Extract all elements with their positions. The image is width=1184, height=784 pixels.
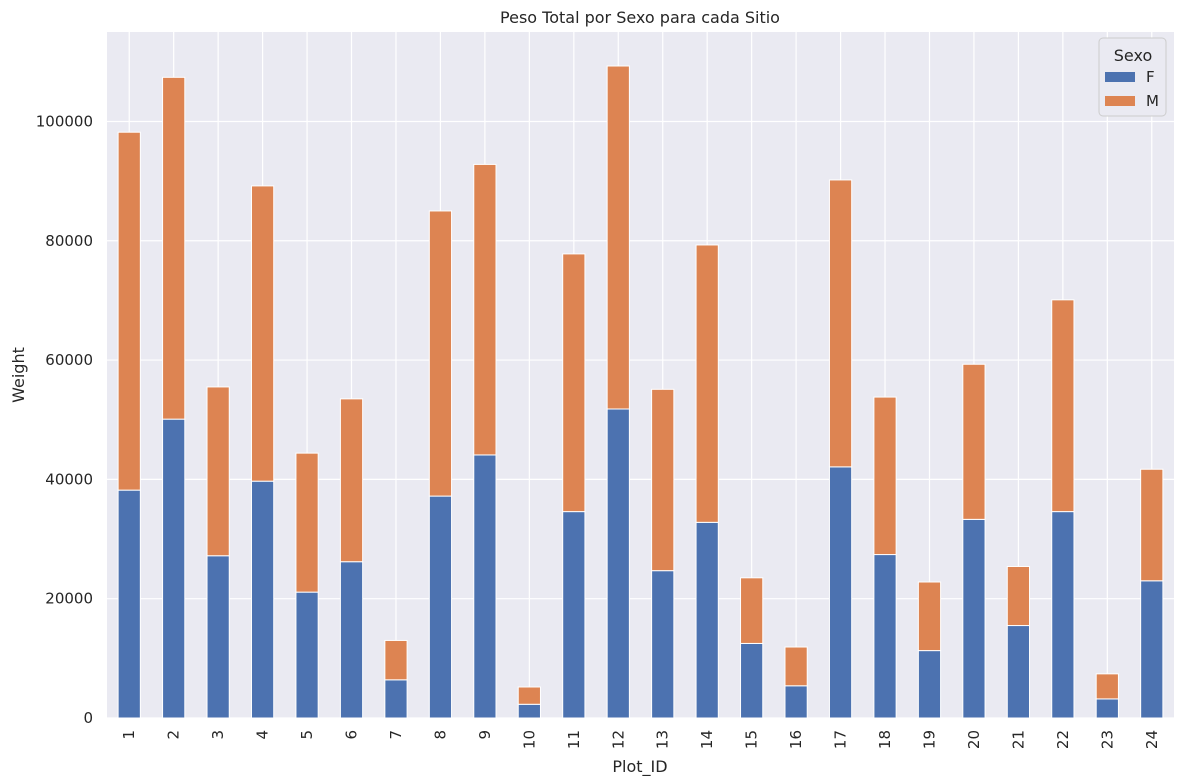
y-axis-title: Weight	[9, 347, 28, 403]
y-ticks: 0 20000 40000 60000 80000 100000	[36, 112, 93, 727]
bar-f-plot-21	[1006, 625, 1031, 719]
bar-m-plot-17	[828, 179, 853, 468]
y-tick-label: 40000	[45, 470, 93, 488]
bars	[117, 65, 1164, 719]
bar-f-plot-4	[250, 480, 275, 719]
bar-f-plot-10	[517, 703, 541, 719]
x-axis-title: Plot_ID	[612, 757, 667, 777]
bar-m-plot-21	[1006, 565, 1031, 627]
y-tick-label: 80000	[45, 232, 93, 250]
x-tick-label: 12	[609, 730, 627, 749]
bar-m-plot-13	[651, 388, 675, 572]
bar-m-plot-10	[517, 686, 541, 705]
x-tick-label: 23	[1098, 730, 1116, 749]
bar-f-plot-3	[206, 555, 230, 719]
bar-f-plot-20	[962, 518, 986, 719]
x-tick-label: 10	[520, 730, 538, 749]
x-tick-label: 8	[431, 730, 449, 740]
bar-f-plot-16	[784, 685, 808, 719]
x-tick-label: 18	[876, 730, 894, 749]
bar-f-plot-24	[1140, 580, 1164, 719]
x-tick-label: 15	[743, 730, 761, 749]
x-tick-label: 13	[654, 730, 672, 749]
x-tick-label: 20	[965, 730, 983, 749]
bar-f-plot-14	[695, 521, 719, 719]
bar-f-plot-9	[473, 454, 497, 719]
x-tick-label: 11	[565, 730, 583, 749]
x-tick-label: 5	[298, 730, 316, 740]
x-tick-label: 14	[698, 730, 716, 749]
bar-f-plot-5	[295, 591, 319, 719]
x-ticks: 1 2 3 4 5 6 7 8 9 10 11 12 13 14 15 16 17 18 19 20 21 22 23 24	[120, 730, 1161, 749]
x-tick-label: 1	[120, 730, 138, 740]
legend-title: Sexo	[1114, 46, 1152, 65]
bar-m-plot-7	[384, 639, 408, 681]
y-tick-label: 20000	[45, 590, 93, 608]
x-tick-label: 7	[387, 730, 405, 740]
x-tick-label: 3	[209, 730, 227, 740]
bar-f-plot-23	[1095, 698, 1119, 719]
bar-f-plot-1	[117, 489, 141, 719]
bar-m-plot-6	[339, 398, 364, 563]
legend: Sexo F M	[1098, 37, 1167, 117]
bar-m-plot-19	[917, 581, 942, 652]
bar-f-plot-11	[562, 511, 586, 719]
bar-m-plot-2	[162, 76, 186, 420]
bar-m-plot-3	[206, 386, 230, 557]
y-tick-label: 100000	[36, 112, 93, 130]
bar-f-plot-12	[606, 408, 630, 719]
x-tick-label: 2	[165, 730, 183, 740]
x-tick-label: 21	[1009, 730, 1027, 749]
x-tick-label: 19	[920, 730, 938, 749]
bar-m-plot-9	[473, 163, 497, 456]
chart-title: Peso Total por Sexo para cada Sitio	[500, 8, 780, 27]
legend-swatch-m	[1105, 96, 1135, 106]
bar-m-plot-14	[695, 244, 719, 523]
y-tick-label: 0	[83, 709, 93, 727]
bar-f-plot-19	[917, 650, 942, 719]
bar-f-plot-8	[428, 495, 453, 719]
plot-background	[107, 32, 1174, 718]
bar-m-plot-15	[740, 577, 764, 644]
bar-m-plot-12	[606, 65, 630, 410]
legend-swatch-f	[1105, 72, 1135, 82]
bar-f-plot-6	[339, 561, 364, 719]
bar-f-plot-13	[651, 570, 675, 719]
bar-m-plot-11	[562, 253, 586, 513]
x-tick-label: 6	[343, 730, 361, 740]
bar-f-plot-22	[1051, 511, 1075, 719]
bar-f-plot-18	[873, 554, 897, 719]
bar-f-plot-15	[740, 642, 764, 719]
x-tick-label: 16	[787, 730, 805, 749]
legend-label-f: F	[1146, 68, 1155, 86]
bar-m-plot-18	[873, 396, 897, 556]
bar-m-plot-5	[295, 452, 319, 593]
x-tick-label: 9	[476, 730, 494, 740]
bar-m-plot-22	[1051, 299, 1075, 513]
bar-m-plot-23	[1095, 673, 1119, 700]
bar-m-plot-1	[117, 131, 141, 491]
x-tick-label: 22	[1054, 730, 1072, 749]
bar-f-plot-17	[828, 466, 853, 719]
bar-m-plot-4	[250, 185, 275, 482]
legend-label-m: M	[1146, 92, 1159, 110]
x-tick-label: 17	[832, 730, 850, 749]
bar-m-plot-24	[1140, 468, 1164, 582]
bar-m-plot-8	[428, 210, 453, 497]
bar-f-plot-7	[384, 679, 408, 719]
bar-m-plot-16	[784, 646, 808, 687]
bar-m-plot-20	[962, 363, 986, 520]
x-tick-label: 4	[254, 730, 272, 740]
x-tick-label: 24	[1143, 730, 1161, 749]
bar-f-plot-2	[162, 418, 186, 719]
y-tick-label: 60000	[45, 351, 93, 369]
